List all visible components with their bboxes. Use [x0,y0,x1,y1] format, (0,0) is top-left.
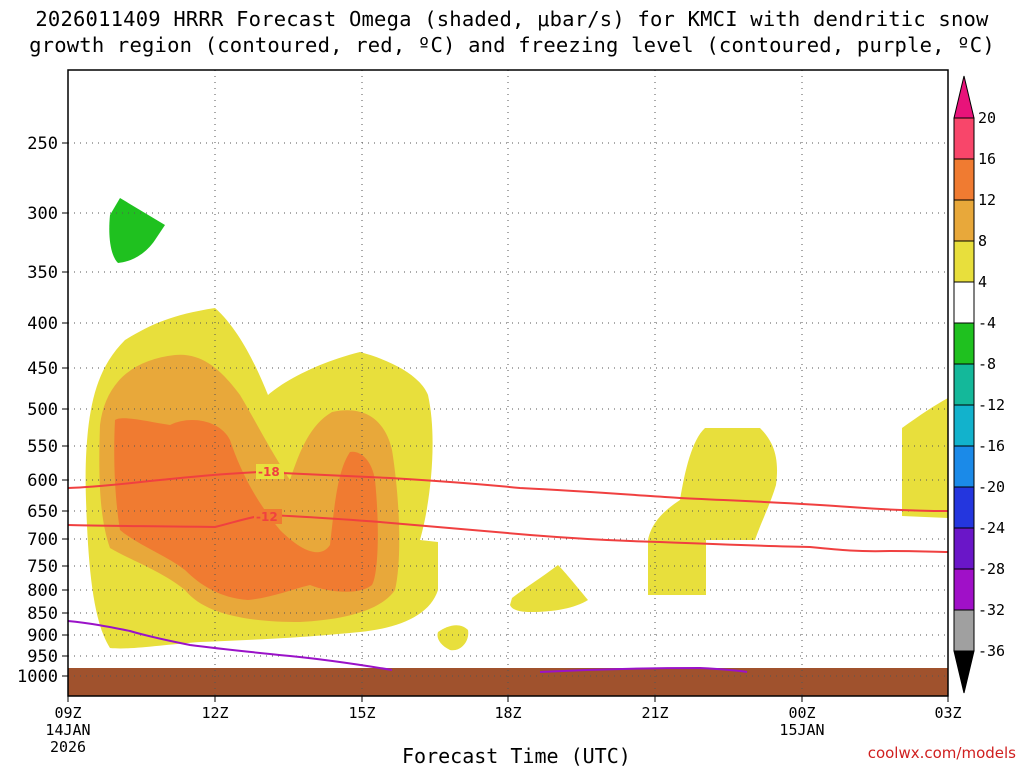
contours [67,470,949,673]
colorbar-label: -28 [978,560,1005,578]
y-tick-label: 550 [27,437,58,457]
x-tick-label: 03Z [934,704,961,722]
x-tick-sublabel: 2026 [50,738,86,756]
colorbar-label: -36 [978,642,1005,660]
y-tick-label: 700 [27,530,58,550]
x-axis-title: Forecast Time (UTC) [402,744,631,768]
colorbar-swatch [953,486,975,529]
omega-12-16-main [114,418,378,600]
y-tick-label: 250 [27,134,58,154]
title-line-2: growth region (contoured, red, ºC) and f… [29,33,995,57]
grid [68,70,948,696]
y-tick-label: 800 [27,581,58,601]
omega-4-8-blob-d [902,398,948,518]
x-tick-sublabel: 14JAN [45,721,90,739]
y-tick-label: 950 [27,647,58,667]
colorbar-label: -8 [978,355,996,373]
colorbar-swatch [953,240,975,283]
y-tick-label: 400 [27,314,58,334]
colorbar-labels: 20 16 12 8 4 -4 -8 -12 -16 -20 -24 -28 -… [978,109,1005,660]
y-tick-label: 350 [27,263,58,283]
colorbar-swatch [953,609,975,652]
colorbar-bottom-arrow [953,650,975,694]
y-tick-label: 900 [27,626,58,646]
y-tick-label: 1000 [17,667,58,687]
colorbar-swatch [953,281,975,324]
x-tick-labels: 09Z 14JAN 2026 12Z 15Z 18Z 21Z 00Z 15JAN… [45,704,961,756]
omega-neg4-8-upper [109,198,165,263]
colorbar-top-arrow [953,75,975,119]
y-tick-label: 650 [27,502,58,522]
chart-title: 2026011409 HRRR Forecast Omega (shaded, … [0,6,1024,58]
colorbar-label: -24 [978,519,1005,537]
y-tick-label: 450 [27,359,58,379]
colorbar-label: -16 [978,437,1005,455]
colorbar-swatch [953,527,975,570]
omega-4-8-blob-b [510,565,588,612]
title-line-1: 2026011409 HRRR Forecast Omega (shaded, … [35,7,989,31]
colorbar-label: -32 [978,601,1005,619]
colorbar-label: -20 [978,478,1005,496]
colorbar-swatch [953,568,975,611]
contour-freezing-level [67,620,393,671]
colorbar-label: 12 [978,191,996,209]
contour-minus-18 [67,470,949,512]
colorbar [953,75,975,694]
x-tick-label: 00Z [788,704,815,722]
x-tick-label: 12Z [201,704,228,722]
x-tick-label: 21Z [641,704,668,722]
y-tick-marks [62,142,68,677]
contour-label-bg-18 [256,464,284,479]
x-tick-label: 09Z [54,704,81,722]
colorbar-swatch [953,445,975,488]
omega-4-8-blob-a [437,625,469,651]
y-tick-labels: 250 300 350 400 450 500 550 600 650 700 … [17,134,58,687]
colorbar-label: -4 [978,314,996,332]
y-tick-label: 850 [27,604,58,624]
x-tick-marks [67,696,949,702]
y-tick-label: 750 [27,557,58,577]
contour-label-bg-12 [254,509,282,524]
contour-minus-12 [67,513,949,553]
contour-freezing-level-2 [539,666,748,673]
colorbar-swatch [953,117,975,160]
colorbar-label: 16 [978,150,996,168]
colorbar-label: 20 [978,109,996,127]
omega-4-8-blob-c [648,428,778,595]
colorbar-label: 4 [978,273,987,291]
y-tick-label: 600 [27,471,58,491]
source-credit: coolwx.com/models [867,744,1016,762]
x-tick-label: 15Z [348,704,375,722]
colorbar-swatch [953,158,975,201]
colorbar-label: 8 [978,232,987,250]
colorbar-swatch [953,322,975,365]
x-tick-sublabel: 15JAN [779,721,824,739]
colorbar-swatch [953,199,975,242]
contour-label-minus-12: -12 [256,510,278,524]
y-tick-label: 500 [27,400,58,420]
colorbar-swatch [953,404,975,447]
y-tick-label: 300 [27,204,58,224]
x-tick-label: 18Z [494,704,521,722]
colorbar-swatch [953,363,975,406]
contour-label-minus-18: -18 [258,465,280,479]
colorbar-label: -12 [978,396,1005,414]
